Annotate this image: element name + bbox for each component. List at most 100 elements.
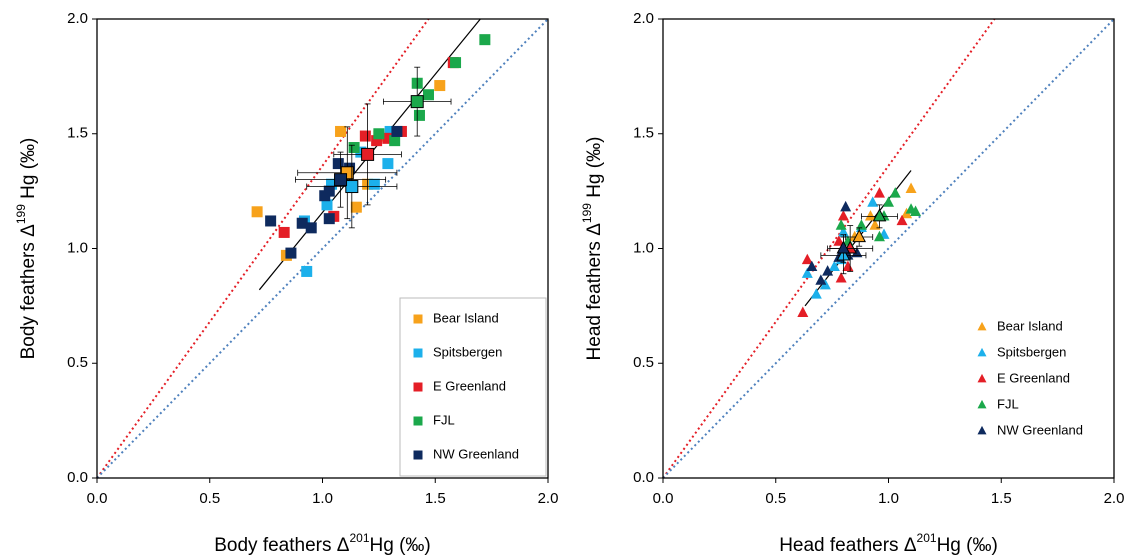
legend-label: FJL [997,396,1019,411]
point [391,125,403,137]
point [382,132,394,144]
y-axis-label-part: Hg (‰) [584,137,605,204]
x-tick-label: 0.0 [653,490,674,507]
point [251,206,263,218]
x-axis-label: Body feathers Δ201Hg (‰) [214,531,430,556]
point [305,222,317,234]
mean-point [410,95,424,109]
x-axis-label-part: 201 [349,531,369,545]
y-axis-label-part: Body feathers Δ [18,224,39,360]
point [801,253,813,265]
y-axis-label-part: 199 [580,203,594,223]
x-axis-label-part: Body feathers Δ [214,535,350,556]
point [278,226,290,238]
reference-line [662,18,1115,479]
legend-label: Bear Island [997,318,1063,333]
y-tick-label: 0.5 [633,354,654,371]
legend-marker [977,321,987,331]
y-axis-label: Head feathers Δ199 Hg (‰) [580,137,605,361]
legend-marker [977,373,987,383]
legend-marker [977,425,987,435]
x-tick-label: 0.0 [87,490,108,507]
x-tick-label: 1.5 [425,490,446,507]
x-axis-label-part: Hg (‰) [937,535,998,556]
point [355,146,367,158]
legend-label: NW Greenland [997,422,1083,437]
point [873,230,885,242]
y-tick-label: 1.5 [67,125,88,142]
point [867,196,879,207]
legend-label: Bear Island [433,310,499,325]
y-tick-label: 2.0 [67,10,88,27]
point [450,57,462,69]
point [801,267,813,278]
point [889,187,901,198]
y-axis-label-part: Hg (‰) [18,138,39,205]
point [842,260,854,272]
legend-marker [977,399,987,409]
legend-marker [413,416,423,426]
point [835,272,847,283]
y-tick-label: 1.0 [633,239,654,256]
point [368,178,380,190]
legend-marker [413,450,423,460]
point [332,158,344,170]
mean-point [852,229,867,243]
x-tick-label: 1.0 [878,490,899,507]
point [810,288,822,299]
mean-point [872,208,887,222]
point [910,205,922,216]
point [815,274,827,285]
legend-marker [413,382,423,392]
y-axis-label-part: 199 [14,204,28,224]
plot-frame [662,18,1115,479]
y-tick-label: 2.0 [633,10,654,27]
legend-label: Spitsbergen [433,344,502,359]
legend-label: E Greenland [997,370,1070,385]
x-axis-label: Head feathers Δ201Hg (‰) [779,531,998,556]
y-tick-label: 0.5 [67,354,88,371]
point [371,135,383,147]
y-tick-label: 1.5 [633,125,654,142]
legend-label: FJL [433,412,455,427]
point [301,265,313,277]
point [348,142,360,154]
y-tick-label: 0.0 [67,469,88,486]
x-tick-label: 0.5 [765,490,786,507]
x-axis-label-part: Head feathers Δ [779,535,917,556]
point [905,182,917,194]
reference-line [96,18,549,479]
point [296,217,308,229]
x-tick-label: 1.5 [991,490,1012,507]
mean-point [836,240,851,254]
x-axis-label-part: Hg (‰) [370,535,431,556]
point [359,130,371,142]
point [851,246,863,258]
x-tick-label: 2.0 [538,490,559,507]
mean-point [345,180,359,194]
y-tick-label: 0.0 [633,469,654,486]
point [806,260,818,272]
point [828,260,840,272]
point [285,247,297,259]
point [326,178,338,190]
reference-line [662,18,996,479]
point [835,219,847,230]
legend-label: NW Greenland [433,446,519,461]
point [434,80,446,92]
point [855,219,867,230]
x-tick-label: 0.5 [199,490,220,507]
point [323,185,335,197]
y-axis-label: Body feathers Δ199 Hg (‰) [14,138,39,360]
point [822,265,834,276]
point [837,226,849,237]
plot-frame [96,18,549,479]
point [323,213,335,225]
point [422,89,434,101]
point [265,215,277,227]
mean-point [361,147,375,161]
point [883,196,894,207]
legend-marker [977,347,987,357]
